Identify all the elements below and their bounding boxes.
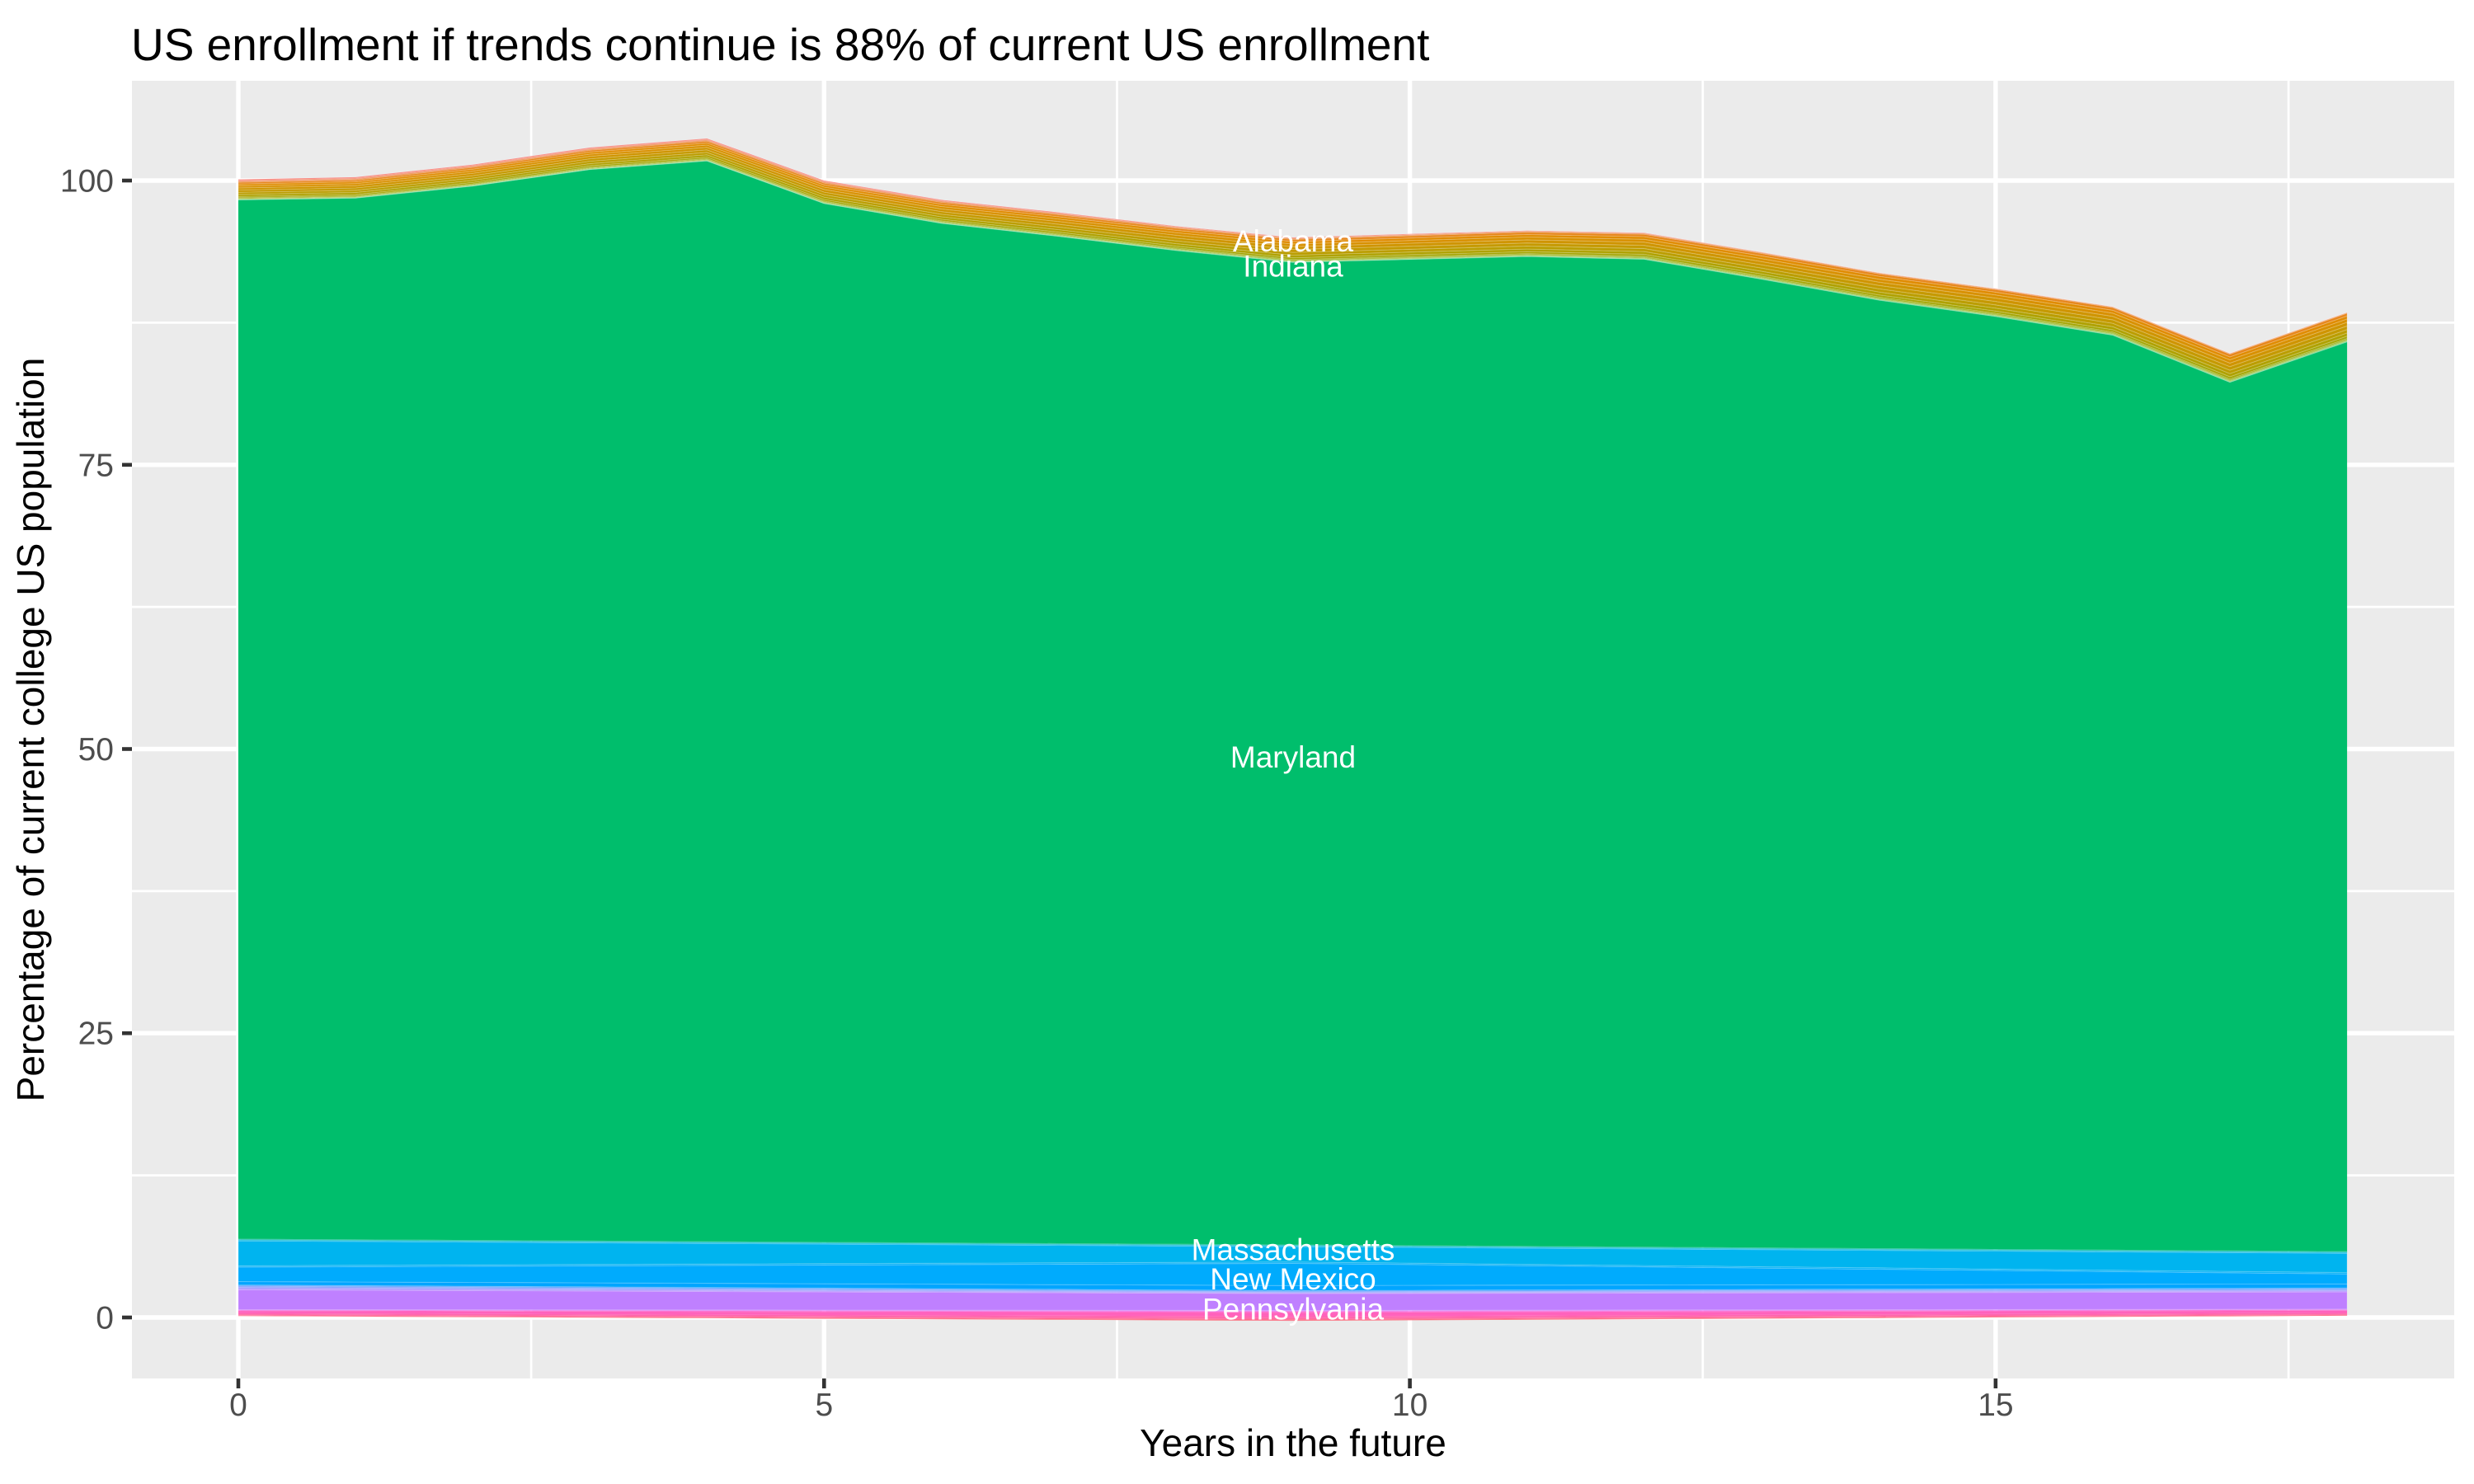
svg-text:25: 25 xyxy=(78,1017,114,1052)
svg-text:Maryland: Maryland xyxy=(1230,740,1356,774)
svg-text:Alabama: Alabama xyxy=(1233,224,1353,258)
svg-text:Percentage of current college: Percentage of current college US populat… xyxy=(9,358,52,1102)
svg-text:75: 75 xyxy=(78,448,114,483)
svg-text:Years in the future: Years in the future xyxy=(1140,1421,1446,1464)
svg-text:Massachusetts: Massachusetts xyxy=(1192,1233,1395,1267)
svg-text:50: 50 xyxy=(78,732,114,768)
svg-text:100: 100 xyxy=(60,164,114,200)
svg-text:10: 10 xyxy=(1392,1388,1427,1423)
svg-text:New Mexico: New Mexico xyxy=(1210,1262,1376,1296)
svg-text:0: 0 xyxy=(229,1388,247,1423)
svg-text:0: 0 xyxy=(96,1301,114,1336)
svg-text:5: 5 xyxy=(815,1388,833,1423)
svg-text:Indiana: Indiana xyxy=(1243,250,1343,284)
svg-text:Pennsylvania: Pennsylvania xyxy=(1202,1293,1385,1327)
svg-text:US enrollment if trends contin: US enrollment if trends continue is 88% … xyxy=(131,19,1429,70)
svg-text:15: 15 xyxy=(1978,1388,2013,1423)
